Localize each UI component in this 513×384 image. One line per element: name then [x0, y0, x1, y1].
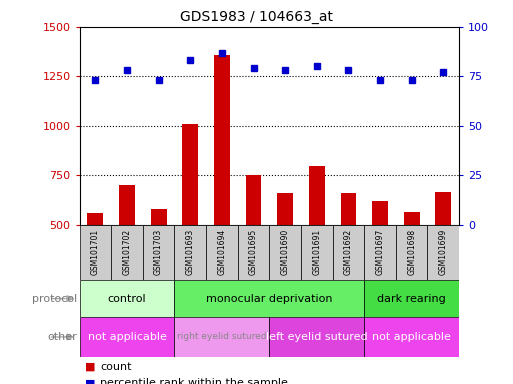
Bar — [372, 201, 388, 225]
Bar — [206, 225, 238, 280]
Bar — [341, 193, 357, 225]
Bar — [396, 225, 427, 280]
Text: other: other — [47, 332, 77, 342]
Bar — [364, 280, 459, 317]
Bar — [151, 209, 167, 225]
Text: GSM101690: GSM101690 — [281, 228, 290, 275]
Text: count: count — [100, 362, 131, 372]
Bar — [404, 212, 420, 225]
Text: control: control — [108, 293, 146, 304]
Bar — [332, 225, 364, 280]
Text: not applicable: not applicable — [372, 332, 451, 342]
Text: dark rearing: dark rearing — [377, 293, 446, 304]
Text: GSM101701: GSM101701 — [91, 228, 100, 275]
Bar — [182, 124, 198, 225]
Bar — [80, 317, 174, 357]
Text: GSM101702: GSM101702 — [123, 228, 131, 275]
Bar — [246, 175, 262, 225]
Bar — [277, 193, 293, 225]
Bar — [269, 317, 364, 357]
Text: GSM101703: GSM101703 — [154, 228, 163, 275]
Bar — [238, 225, 269, 280]
Bar — [87, 213, 103, 225]
Text: GSM101692: GSM101692 — [344, 228, 353, 275]
Bar — [143, 225, 174, 280]
Bar — [364, 317, 459, 357]
Text: left eyelid sutured: left eyelid sutured — [266, 332, 368, 342]
Text: GSM101691: GSM101691 — [312, 228, 321, 275]
Bar — [269, 225, 301, 280]
Bar — [214, 55, 230, 225]
Text: percentile rank within the sample: percentile rank within the sample — [100, 378, 288, 384]
Bar — [301, 225, 332, 280]
Text: GSM101699: GSM101699 — [439, 228, 448, 275]
Text: GSM101694: GSM101694 — [218, 228, 226, 275]
Bar — [174, 225, 206, 280]
Text: ■: ■ — [85, 378, 95, 384]
Text: GSM101695: GSM101695 — [249, 228, 258, 275]
Bar — [364, 225, 396, 280]
Text: GDS1983 / 104663_at: GDS1983 / 104663_at — [180, 10, 333, 23]
Bar — [80, 225, 111, 280]
Text: right eyelid sutured: right eyelid sutured — [177, 333, 267, 341]
Bar — [427, 225, 459, 280]
Text: monocular deprivation: monocular deprivation — [206, 293, 332, 304]
Text: not applicable: not applicable — [88, 332, 166, 342]
Bar — [174, 280, 364, 317]
Bar — [436, 192, 451, 225]
Text: protocol: protocol — [32, 293, 77, 304]
Bar — [119, 185, 135, 225]
Text: GSM101698: GSM101698 — [407, 228, 416, 275]
Text: ■: ■ — [85, 362, 95, 372]
Text: GSM101697: GSM101697 — [376, 228, 385, 275]
Bar — [309, 166, 325, 225]
Text: GSM101693: GSM101693 — [186, 228, 195, 275]
Bar — [80, 280, 174, 317]
Bar — [174, 317, 269, 357]
Bar — [111, 225, 143, 280]
